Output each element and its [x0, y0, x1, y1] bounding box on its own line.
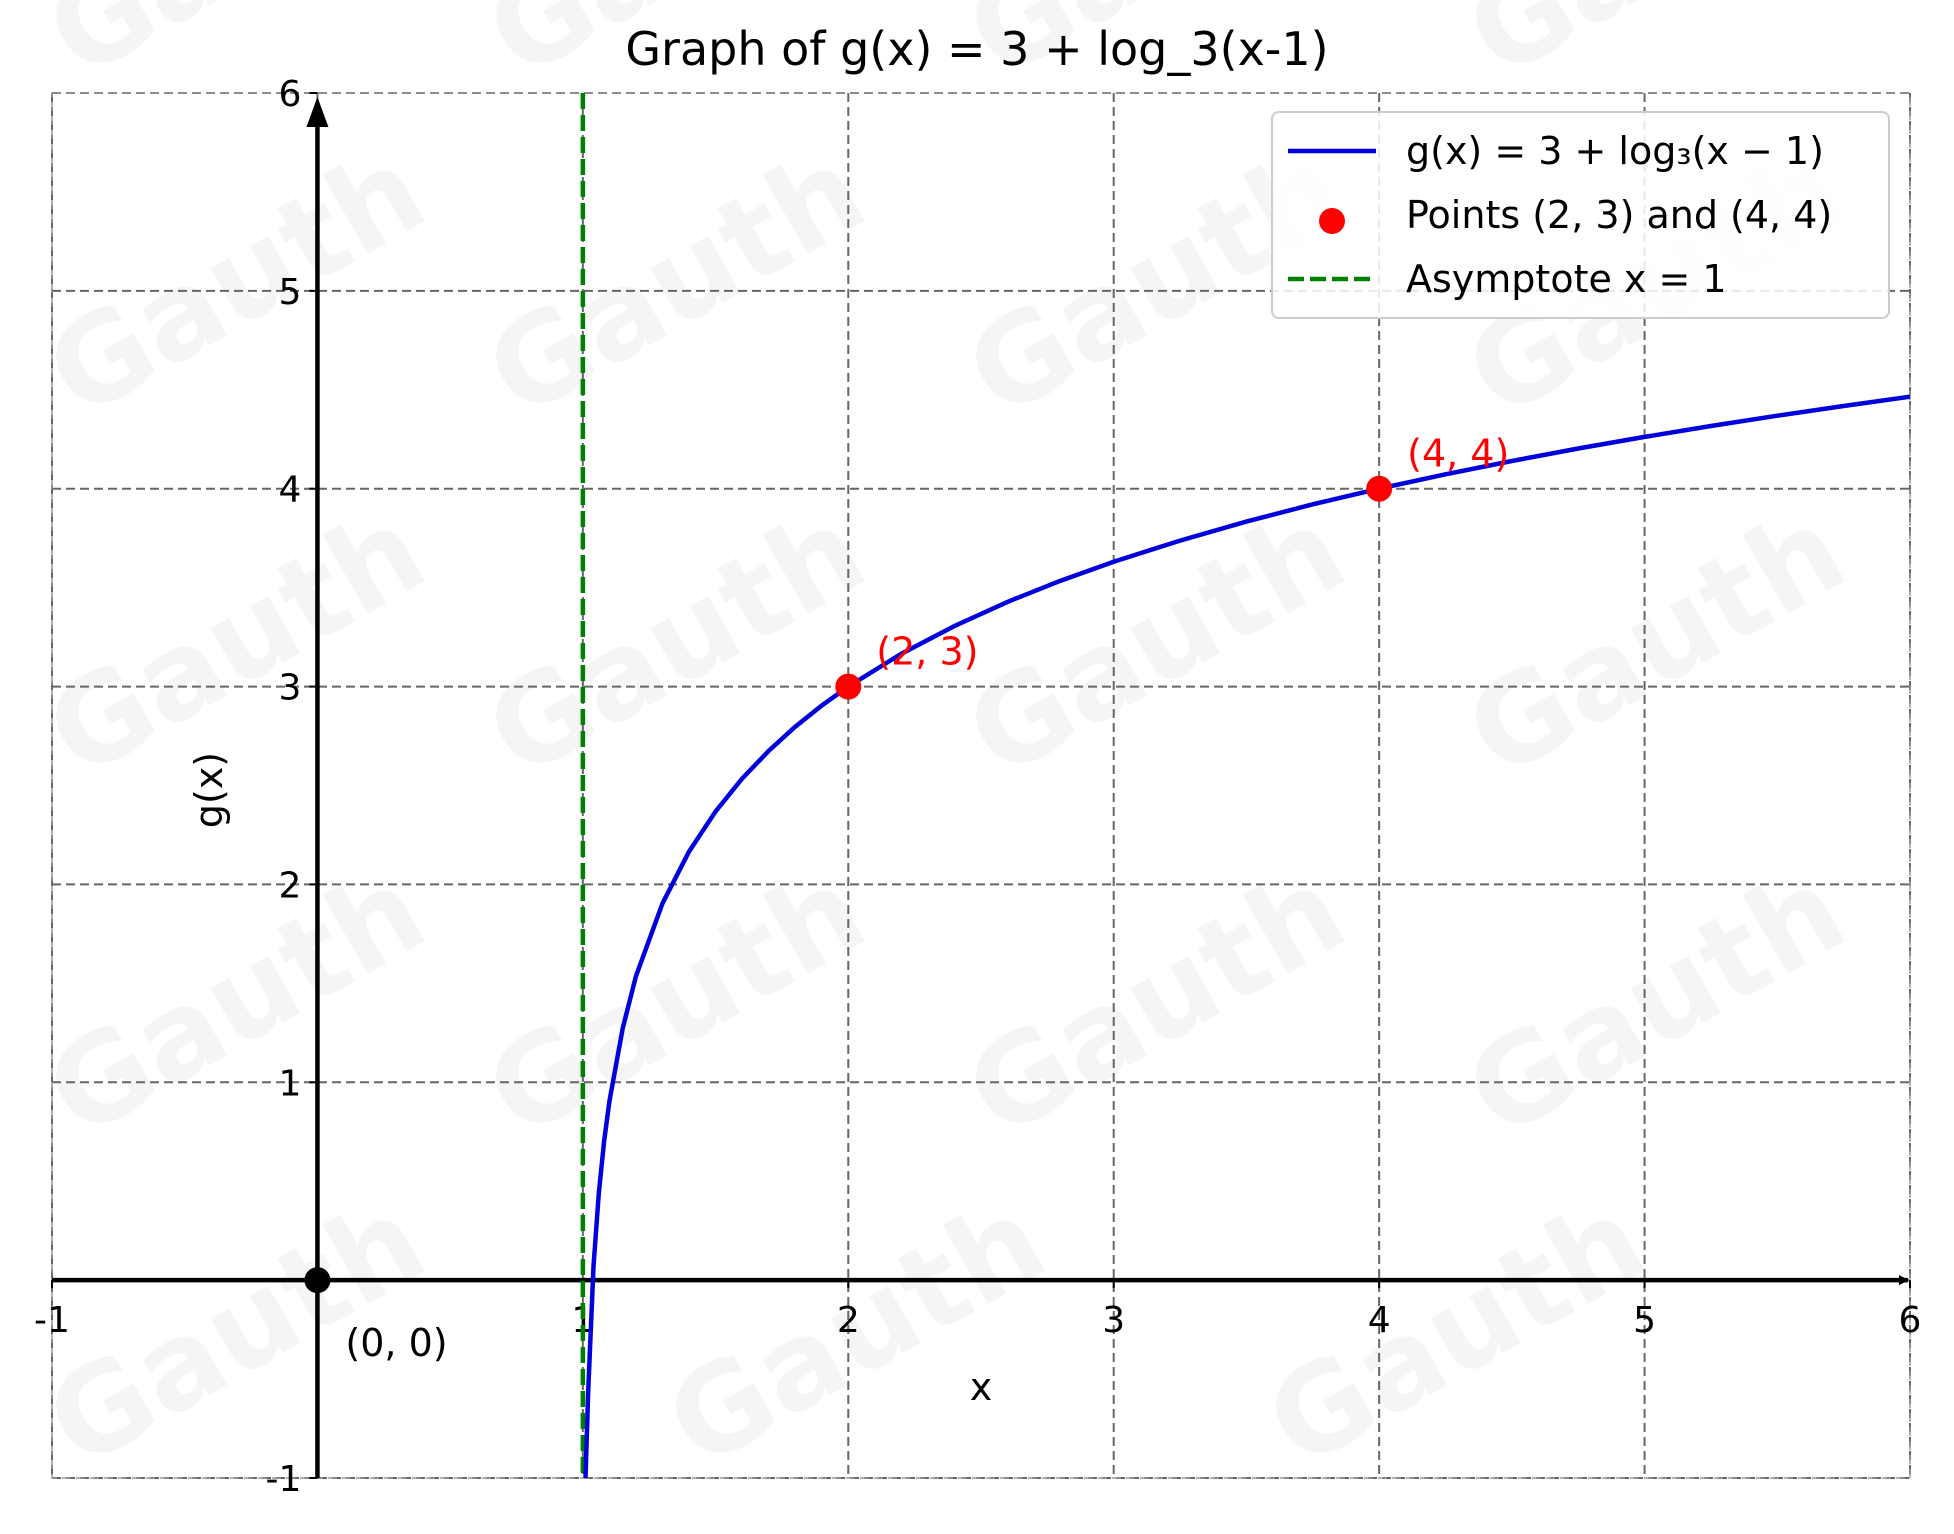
legend-label: Points (2, 3) and (4, 4) [1406, 193, 1832, 237]
chart-title: Graph of g(x) = 3 + log_3(x-1) [625, 22, 1328, 76]
watermark-text: Gauth [25, 481, 448, 805]
series-layer [304, 93, 1911, 1479]
watermark-text: Gauth [465, 841, 888, 1165]
y-tick-label: -1 [266, 1459, 302, 1500]
watermark-text: Gauth [945, 481, 1368, 805]
x-tick-label: 6 [1899, 1300, 1922, 1341]
watermark-text: Gauth [1245, 1171, 1668, 1495]
point-annotation: (0, 0) [345, 1321, 447, 1365]
legend-label: g(x) = 3 + log₃(x − 1) [1406, 129, 1824, 173]
legend-marker-swatch [1319, 208, 1345, 234]
x-tick-label: 3 [1102, 1300, 1125, 1341]
watermark-text: Gauth [465, 481, 888, 805]
watermark-text: Gauth [25, 0, 448, 105]
x-tick-label: 4 [1368, 1300, 1391, 1341]
y-tick-label: 2 [279, 865, 302, 906]
y-tick-label: 5 [279, 272, 302, 313]
point-annotation: (2, 3) [876, 630, 978, 674]
y-tick-label: 1 [279, 1063, 302, 1104]
x-tick-label: -1 [34, 1300, 70, 1341]
y-axis-label: g(x) [187, 752, 231, 828]
axes [52, 97, 1909, 1478]
plot-frame [51, 92, 1911, 1479]
legend-label: Asymptote x = 1 [1406, 257, 1727, 301]
legend: g(x) = 3 + log₃(x − 1) Points (2, 3) and … [1271, 111, 1890, 319]
plot-border [51, 92, 1911, 1479]
data-point [835, 673, 862, 700]
data-point [1366, 475, 1393, 502]
point-annotation: (4, 4) [1407, 432, 1509, 476]
watermark-text: Gauth [1445, 0, 1868, 105]
annotations: (2, 3) (4, 4) (0, 0) [345, 432, 1509, 1365]
watermark-text: Gauth [1445, 481, 1868, 805]
grid-lines [51, 92, 1911, 1479]
x-axis-label: x [970, 1365, 993, 1409]
y-tick-label: 3 [279, 668, 302, 709]
watermark-text: Gauth [25, 121, 448, 445]
legend-box [1271, 111, 1890, 319]
watermark-text: Gauth [465, 121, 888, 445]
origin-point [304, 1267, 331, 1294]
watermark-text: Gauth [1445, 841, 1868, 1165]
x-tick-label: 5 [1633, 1300, 1656, 1341]
y-tick-label: 6 [279, 74, 302, 115]
y-tick-label: 4 [279, 470, 302, 511]
watermark-text: Gauth [945, 841, 1368, 1165]
y-axis-arrowhead [306, 97, 329, 127]
watermark-text: Gauth [25, 841, 448, 1165]
x-tick-label: 2 [837, 1300, 860, 1341]
g-function-curve [583, 394, 1911, 1479]
